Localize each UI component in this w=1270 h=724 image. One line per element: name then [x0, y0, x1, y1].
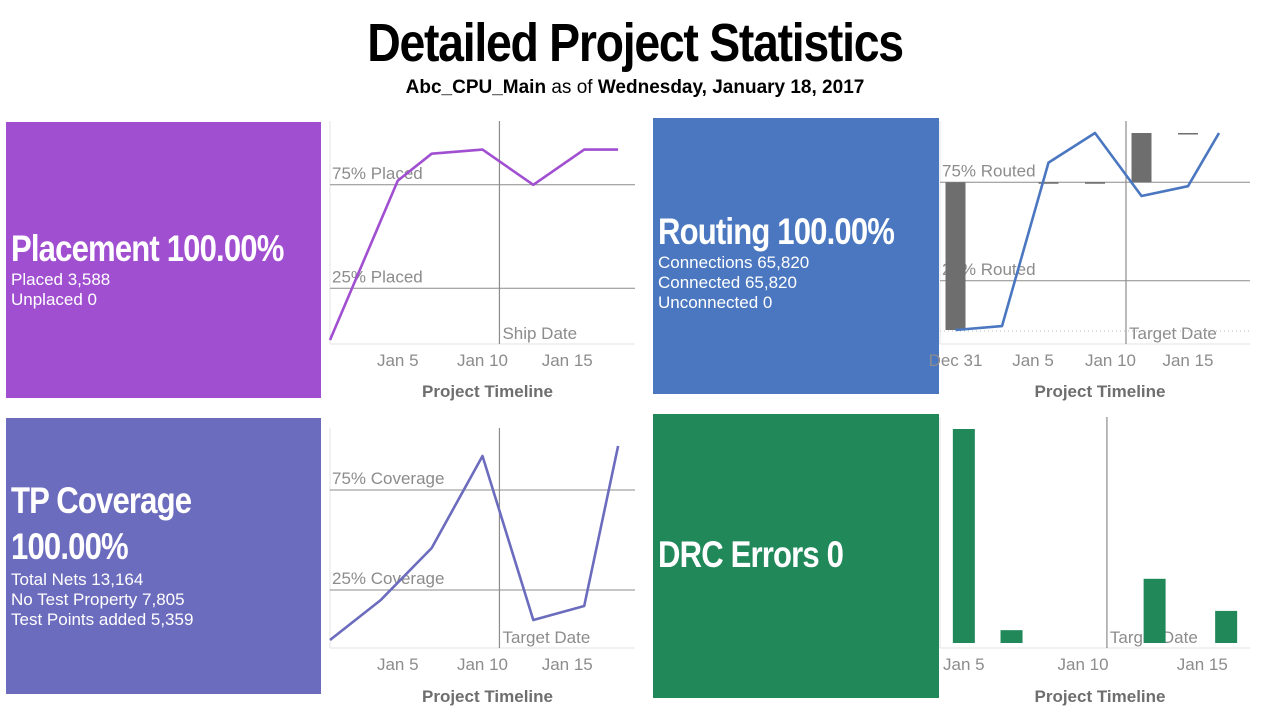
x-tick-label: Dec 31: [929, 351, 983, 370]
reference-line-label: 75% Routed: [942, 161, 1036, 180]
placement-summary-tile: Placement 100.00% Placed 3,588 Unplaced …: [6, 122, 321, 398]
x-tick-label: Jan 15: [1162, 351, 1213, 370]
x-tick-label: Jan 10: [457, 351, 508, 370]
placed-count: Placed 3,588: [11, 270, 111, 289]
connections-count: Connections 65,820: [658, 253, 810, 272]
unplaced-count: Unplaced 0: [11, 290, 98, 309]
x-tick-label: Jan 15: [542, 351, 593, 370]
placement-headline: Placement 100.00%: [11, 228, 284, 269]
bar: [1215, 610, 1238, 643]
x-tick-label: Jan 15: [542, 655, 593, 674]
reference-line-label: 25% Placed: [332, 267, 423, 286]
bar: [1178, 133, 1198, 135]
x-tick-label: Jan 5: [1012, 351, 1054, 370]
test-points-added: Test Points added 5,359: [11, 610, 194, 629]
drc-headline: DRC Errors 0: [658, 534, 844, 575]
x-axis-label: Project Timeline: [1034, 382, 1165, 401]
bar: [1131, 133, 1152, 183]
page-subtitle: Abc_CPU_Main as of Wednesday, January 18…: [0, 77, 1270, 99]
total-nets: Total Nets 13,164: [11, 570, 144, 589]
date-line-label: Ship Date: [502, 324, 577, 343]
tp-coverage-chart: 75% Coverage 25% Coverage Target Date Jan 5…: [329, 428, 635, 706]
bar: [1038, 182, 1059, 184]
x-tick-label: Jan 5: [377, 655, 419, 674]
x-tick-label: Jan 10: [1085, 351, 1136, 370]
date-line-label: Target Date: [1129, 324, 1217, 343]
as-of-label: as of: [551, 77, 593, 98]
bar: [1000, 630, 1023, 643]
tp-coverage-percent: 100.00%: [11, 526, 129, 567]
connected-count: Connected 65,820: [658, 273, 797, 292]
x-tick-label: Jan 10: [1058, 655, 1109, 674]
x-axis-label: Project Timeline: [1034, 687, 1165, 706]
bar: [952, 429, 975, 643]
routing-headline: Routing 100.00%: [658, 211, 895, 252]
no-test-property: No Test Property 7,805: [11, 590, 185, 609]
tp-coverage-headline: TP Coverage: [11, 480, 192, 521]
page-title: Detailed Project Statistics: [367, 13, 904, 73]
routing-summary-tile: Routing 100.00% Connections 65,820 Conne…: [653, 118, 939, 394]
x-axis-label: Project Timeline: [422, 382, 553, 401]
series-line: [955, 131, 1221, 332]
drc-summary-tile: DRC Errors 0: [653, 414, 939, 698]
tp-coverage-summary-tile: TP Coverage 100.00% Total Nets 13,164 No…: [6, 418, 321, 694]
bar: [945, 182, 966, 330]
unconnected-count: Unconnected 0: [658, 293, 773, 312]
x-tick-label: Jan 15: [1177, 655, 1228, 674]
x-tick-label: Jan 5: [943, 655, 985, 674]
reference-line-label: 25% Coverage: [332, 569, 444, 588]
series-line: [329, 445, 620, 642]
x-tick-label: Jan 10: [457, 655, 508, 674]
bar: [1085, 182, 1105, 184]
report-date: Wednesday, January 18, 2017: [597, 77, 865, 98]
x-axis-label: Project Timeline: [422, 687, 553, 706]
reference-line-label: 75% Coverage: [332, 469, 444, 488]
date-line-label: Target Date: [502, 628, 590, 647]
series-line: [328, 148, 619, 341]
project-name: Abc_CPU_Main: [405, 77, 547, 98]
bar: [1143, 578, 1166, 643]
x-tick-label: Jan 5: [377, 351, 419, 370]
